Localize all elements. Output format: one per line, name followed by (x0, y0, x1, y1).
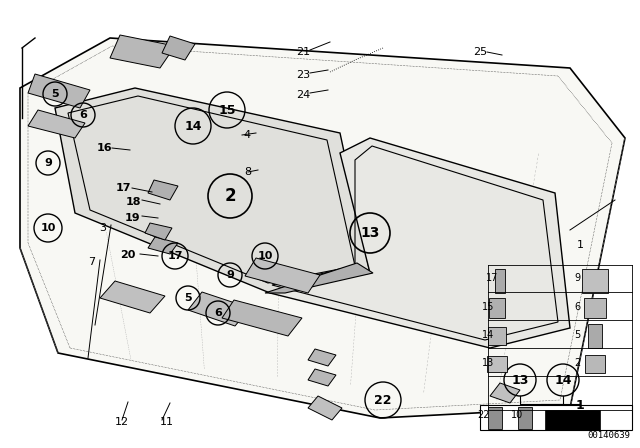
FancyBboxPatch shape (488, 407, 502, 429)
Text: 17: 17 (167, 251, 183, 261)
FancyBboxPatch shape (488, 327, 506, 345)
FancyBboxPatch shape (518, 407, 532, 429)
Text: 5: 5 (574, 330, 580, 340)
Polygon shape (20, 38, 625, 418)
Text: 4: 4 (243, 130, 251, 140)
Text: 6: 6 (574, 302, 580, 312)
Text: 5: 5 (51, 89, 59, 99)
Text: 14: 14 (554, 374, 572, 387)
Text: 15: 15 (218, 103, 236, 116)
Polygon shape (148, 180, 178, 200)
FancyBboxPatch shape (584, 298, 606, 318)
Text: 17: 17 (486, 273, 498, 283)
Text: 6: 6 (79, 110, 87, 120)
Polygon shape (308, 396, 342, 420)
Text: 10: 10 (257, 251, 273, 261)
FancyBboxPatch shape (588, 324, 602, 348)
Text: 15: 15 (482, 302, 494, 312)
Polygon shape (308, 369, 336, 386)
Text: 19: 19 (125, 213, 141, 223)
Text: 13: 13 (360, 226, 380, 240)
Polygon shape (188, 292, 250, 326)
Polygon shape (110, 35, 175, 68)
Text: 22: 22 (477, 410, 490, 420)
Text: 11: 11 (160, 417, 174, 427)
Text: 1: 1 (575, 399, 584, 412)
Polygon shape (162, 36, 195, 60)
Polygon shape (490, 383, 520, 403)
Text: 18: 18 (125, 197, 141, 207)
Text: 2: 2 (574, 358, 580, 368)
Text: 1: 1 (577, 240, 584, 250)
Text: 22: 22 (374, 393, 392, 406)
Text: 00140639: 00140639 (587, 431, 630, 440)
Text: 24: 24 (296, 90, 310, 100)
Text: 5: 5 (184, 293, 192, 303)
Text: 3: 3 (99, 223, 106, 233)
Text: 6: 6 (214, 308, 222, 318)
Polygon shape (245, 258, 320, 293)
Text: 8: 8 (244, 167, 252, 177)
Text: 2: 2 (224, 187, 236, 205)
Text: 10: 10 (511, 410, 523, 420)
Text: 9: 9 (574, 273, 580, 283)
FancyBboxPatch shape (585, 355, 605, 373)
FancyBboxPatch shape (495, 269, 505, 293)
Text: 20: 20 (120, 250, 136, 260)
Text: 21: 21 (296, 47, 310, 57)
Text: 14: 14 (482, 330, 494, 340)
Text: 13: 13 (511, 374, 529, 387)
Text: 17: 17 (115, 183, 131, 193)
FancyBboxPatch shape (487, 356, 507, 372)
Polygon shape (222, 300, 302, 336)
Polygon shape (308, 349, 336, 366)
Text: 25: 25 (473, 47, 487, 57)
FancyBboxPatch shape (582, 269, 608, 293)
Text: 9: 9 (44, 158, 52, 168)
Polygon shape (265, 263, 373, 293)
Text: 16: 16 (97, 143, 113, 153)
Polygon shape (28, 110, 85, 138)
Text: 12: 12 (115, 417, 129, 427)
Polygon shape (55, 88, 370, 293)
Bar (480, 405, 632, 430)
Text: 23: 23 (296, 70, 310, 80)
FancyBboxPatch shape (489, 298, 505, 318)
Text: 9: 9 (226, 270, 234, 280)
Polygon shape (545, 410, 600, 430)
Polygon shape (148, 237, 178, 254)
Polygon shape (145, 223, 172, 240)
Text: 7: 7 (88, 257, 95, 267)
Polygon shape (28, 74, 90, 108)
Text: 13: 13 (482, 358, 494, 368)
Polygon shape (100, 281, 165, 313)
Text: 10: 10 (40, 223, 56, 233)
Text: 14: 14 (184, 120, 202, 133)
Polygon shape (270, 138, 570, 348)
